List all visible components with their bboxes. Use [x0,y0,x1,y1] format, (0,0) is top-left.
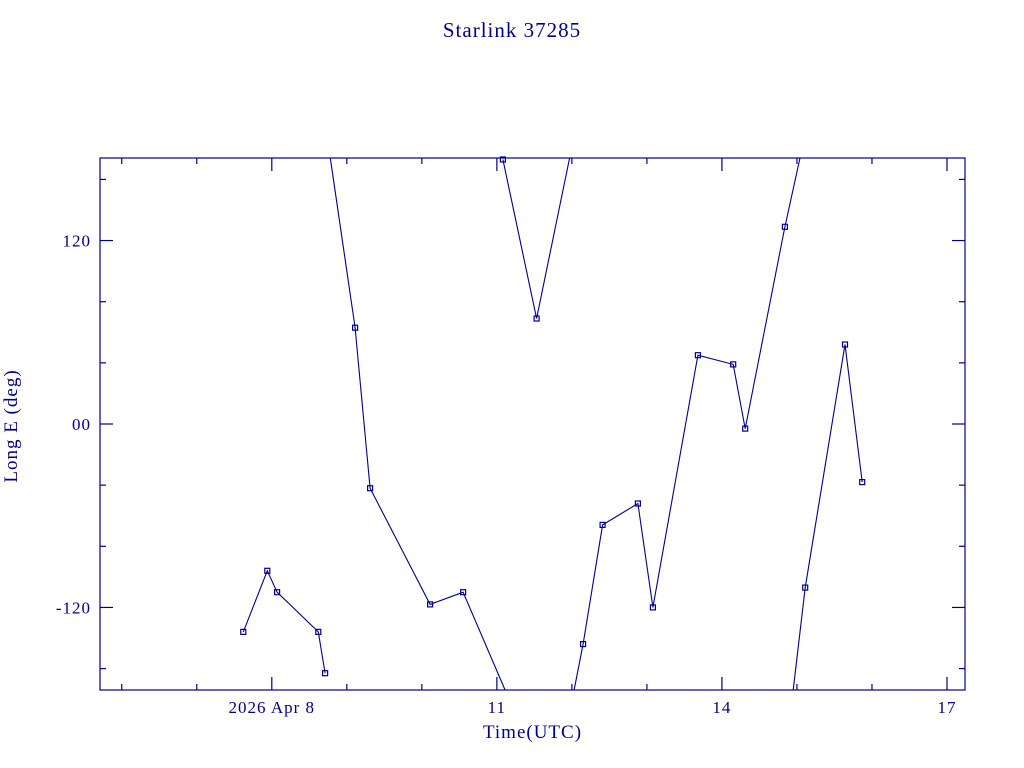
plot-frame [99,157,966,691]
x-tick-label: 11 [488,698,506,717]
data-line-segment [329,157,506,691]
y-tick-label: -120 [56,598,91,617]
data-line-segment [242,569,326,674]
data-point-marker [649,604,657,611]
data-point-marker [367,485,374,492]
data-point-marker [499,156,506,163]
data-point-marker [742,425,749,432]
data-point-marker [802,584,809,591]
y-tick-label: 120 [63,232,92,251]
data-point-marker [730,361,737,368]
data-line-segment [573,157,801,691]
data-point-marker [781,223,789,230]
data-line-segment [502,157,571,319]
x-axis-label: Time(UTC) [482,722,583,743]
data-point-marker [533,315,540,322]
x-tick-label: 2026 Apr 8 [229,698,316,717]
data-point-marker [315,628,322,636]
data-point-marker [859,479,866,486]
data-point-marker [240,628,247,636]
data-point-marker [599,521,606,529]
y-tick-label: 00 [72,415,91,434]
data-line-segment [792,344,863,691]
data-point-marker [579,640,587,648]
data-point-marker [264,567,271,574]
data-point-marker [322,670,329,677]
x-tick-label: 17 [937,698,956,717]
data-point-marker [427,601,434,608]
data-point-marker [841,341,849,348]
data-point-marker [634,500,642,507]
data-point-marker [694,352,702,359]
data-point-marker [274,589,281,596]
data-point-marker [460,589,467,596]
chart-title: Starlink 37285 [442,18,582,42]
x-tick-label: 14 [712,698,731,717]
data-point-marker [352,324,359,331]
